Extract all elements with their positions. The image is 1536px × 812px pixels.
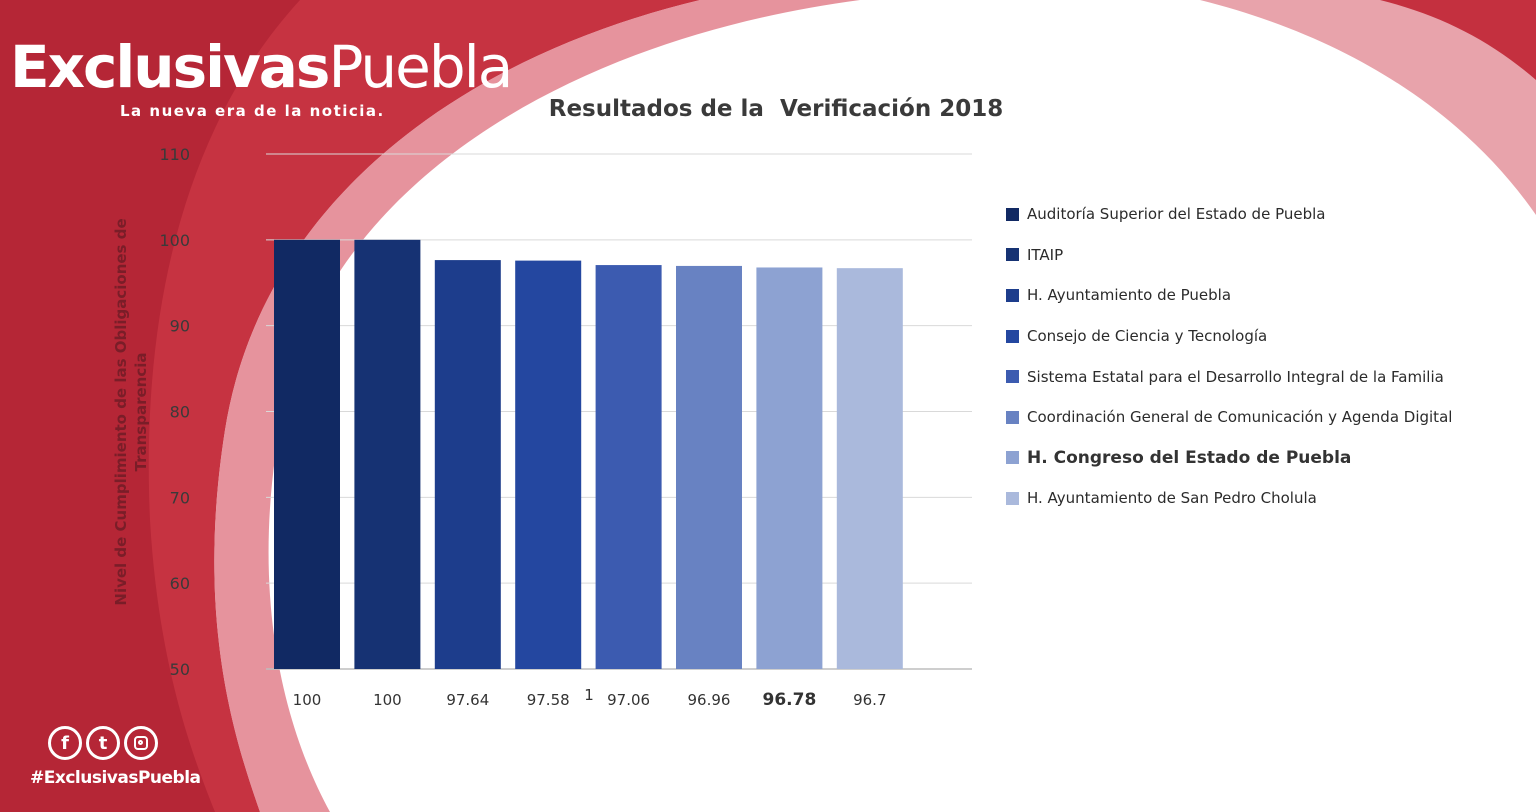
legend-item-7: H. Congreso del Estado de Puebla bbox=[1006, 438, 1452, 479]
legend-swatch bbox=[1006, 248, 1019, 262]
legend-label: H. Ayuntamiento de Puebla bbox=[1027, 286, 1232, 305]
instagram-icon[interactable] bbox=[124, 726, 158, 760]
legend-item-2: ITAIP bbox=[1006, 235, 1452, 276]
data-label-4: 97.58 bbox=[527, 691, 570, 709]
y-axis-label-line-1: Nivel de Cumplimiento de las Obligacione… bbox=[112, 218, 130, 605]
legend-item-3: H. Ayuntamiento de Puebla bbox=[1006, 275, 1452, 316]
twitter-icon[interactable]: t bbox=[86, 726, 120, 760]
bar-5 bbox=[595, 265, 662, 669]
data-label-3: 97.64 bbox=[446, 691, 489, 709]
social-links: f t bbox=[48, 726, 158, 760]
legend-swatch bbox=[1006, 288, 1019, 302]
bar-3 bbox=[434, 260, 501, 669]
chart-title: Resultados de la Verificación 2018 bbox=[549, 96, 1004, 122]
data-labels: 100 100 97.64 97.58 97.06 96.96 96.78 96.7 bbox=[293, 690, 887, 710]
bar-8 bbox=[836, 268, 903, 669]
data-label-1: 100 bbox=[293, 691, 322, 709]
y-axis-label: Nivel de Cumplimiento de las Obligacione… bbox=[112, 218, 150, 605]
y-tick-80: 80 bbox=[170, 403, 190, 422]
data-label-2: 100 bbox=[373, 691, 402, 709]
legend-item-5: Sistema Estatal para el Desarrollo Integ… bbox=[1006, 356, 1452, 397]
y-axis-label-line-2: Transparencia bbox=[132, 353, 150, 472]
legend-label: Coordinación General de Comunicación y A… bbox=[1027, 408, 1453, 427]
legend-item-1: Auditoría Superior del Estado de Puebla bbox=[1006, 194, 1452, 235]
y-tick-90: 90 bbox=[170, 317, 190, 336]
bar-7 bbox=[756, 267, 823, 669]
chart-bars bbox=[274, 239, 903, 670]
data-label-7: 96.78 bbox=[763, 690, 817, 710]
legend-swatch bbox=[1006, 370, 1019, 384]
data-label-6: 96.96 bbox=[688, 691, 731, 709]
legend-swatch bbox=[1006, 491, 1019, 505]
brand-name-bold: Exclusivas bbox=[10, 33, 330, 101]
chart-legend: Auditoría Superior del Estado de Puebla I… bbox=[1006, 194, 1452, 519]
legend-label: H. Ayuntamiento de San Pedro Cholula bbox=[1027, 489, 1317, 508]
y-tick-50: 50 bbox=[170, 660, 190, 679]
legend-swatch bbox=[1006, 329, 1019, 343]
legend-label: Consejo de Ciencia y Tecnología bbox=[1027, 327, 1268, 346]
bar-6 bbox=[676, 265, 742, 669]
y-tick-110: 110 bbox=[159, 145, 190, 164]
legend-item-8: H. Ayuntamiento de San Pedro Cholula bbox=[1006, 478, 1452, 519]
bar-1 bbox=[274, 239, 340, 670]
y-tick-70: 70 bbox=[170, 488, 190, 507]
legend-swatch bbox=[1006, 207, 1019, 221]
y-tick-60: 60 bbox=[170, 574, 190, 593]
legend-label: Sistema Estatal para el Desarrollo Integ… bbox=[1027, 367, 1444, 386]
legend-swatch bbox=[1006, 451, 1019, 465]
bar-4 bbox=[515, 260, 582, 669]
bar-2 bbox=[354, 239, 421, 670]
y-axis-ticks: 50 60 70 80 90 100 110 bbox=[159, 145, 190, 679]
brand-name-light: Puebla bbox=[328, 33, 513, 101]
y-tick-100: 100 bbox=[159, 231, 190, 250]
data-label-5: 97.06 bbox=[607, 691, 650, 709]
facebook-icon[interactable]: f bbox=[48, 726, 82, 760]
hashtag: #ExclusivasPuebla bbox=[30, 768, 201, 788]
legend-item-6: Coordinación General de Comunicación y A… bbox=[1006, 397, 1452, 438]
data-label-8: 96.7 bbox=[853, 691, 886, 709]
brand-tagline: La nueva era de la noticia. bbox=[120, 102, 385, 120]
legend-label: ITAIP bbox=[1027, 245, 1064, 264]
x-tick-label: 1 bbox=[584, 686, 594, 704]
legend-swatch bbox=[1006, 410, 1019, 424]
legend-item-4: Consejo de Ciencia y Tecnología bbox=[1006, 316, 1452, 357]
legend-label: H. Congreso del Estado de Puebla bbox=[1027, 447, 1352, 468]
legend-label: Auditoría Superior del Estado de Puebla bbox=[1027, 205, 1326, 224]
brand-logo: ExclusivasPuebla bbox=[10, 38, 513, 96]
